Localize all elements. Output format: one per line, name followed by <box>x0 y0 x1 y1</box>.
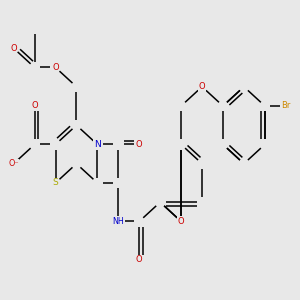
Text: NH: NH <box>112 217 124 226</box>
Text: O: O <box>52 63 59 72</box>
Text: N: N <box>94 140 101 149</box>
Text: O: O <box>10 44 17 53</box>
Text: Br: Br <box>281 101 290 110</box>
Text: S: S <box>52 178 59 188</box>
Text: O: O <box>31 101 38 110</box>
Text: O: O <box>199 82 206 91</box>
Text: O: O <box>136 140 142 149</box>
Text: O: O <box>178 217 184 226</box>
Text: O⁻: O⁻ <box>8 159 19 168</box>
Text: O: O <box>136 255 142 264</box>
